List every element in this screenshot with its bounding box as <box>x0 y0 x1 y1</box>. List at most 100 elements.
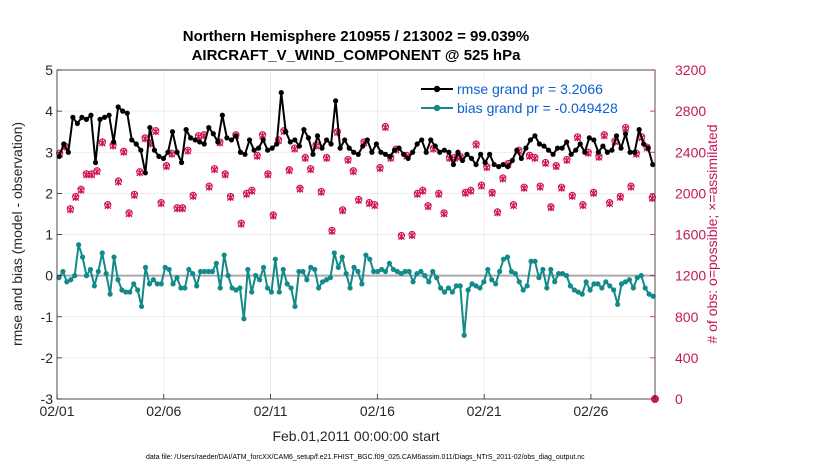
bias-point <box>528 258 534 264</box>
obs-assimilated-marker <box>72 193 80 201</box>
bias-point <box>91 283 97 289</box>
rmse-point <box>514 147 520 153</box>
obs-assimilated-marker <box>104 202 112 210</box>
rmse-point <box>242 151 248 157</box>
rmse-point <box>636 127 642 133</box>
bias-point <box>524 283 530 289</box>
rmse-point <box>283 129 289 135</box>
obs-assimilated-marker <box>488 189 496 197</box>
bias-series <box>56 242 656 338</box>
rmse-point <box>165 149 171 155</box>
rmse-point <box>450 161 457 168</box>
bias-point <box>571 287 577 293</box>
legend-bias-text: bias grand pr = -0.049428 <box>457 100 618 116</box>
y-right-tick-label: 2000 <box>675 185 706 201</box>
bias-point <box>135 287 141 293</box>
legend-rmse-text: rmse grand pr = 3.2066 <box>457 81 603 97</box>
rmse-point <box>314 133 321 139</box>
bias-point <box>87 266 94 273</box>
bias-point <box>626 277 633 283</box>
bias-point <box>233 287 239 293</box>
y-left-tick-label: -3 <box>41 391 54 407</box>
bias-point <box>249 289 255 295</box>
rmse-point <box>147 124 153 131</box>
rmse-point <box>600 143 606 149</box>
obs-assimilated-marker <box>141 135 149 143</box>
rmse-point <box>355 151 361 157</box>
rmse-point <box>582 149 588 155</box>
rmse-point <box>468 155 475 162</box>
rmse-point <box>206 124 212 131</box>
bias-point <box>634 275 640 281</box>
bias-point <box>512 270 518 277</box>
bias-point <box>441 289 448 295</box>
obs-assimilated-marker <box>125 210 133 218</box>
obs-assimilated-marker <box>606 200 614 208</box>
rmse-point <box>360 143 366 149</box>
rmse-point <box>650 161 656 168</box>
obs-assimilated-marker <box>435 190 443 198</box>
bias-point <box>127 289 133 295</box>
rmse-point <box>396 145 402 151</box>
bias-point <box>367 256 373 262</box>
bias-point <box>587 287 593 293</box>
rmse-point <box>573 147 579 153</box>
obs-assimilated-marker <box>424 203 432 211</box>
bias-point <box>292 303 298 310</box>
rmse-point <box>541 143 547 149</box>
obs-assimilated-marker <box>558 184 566 192</box>
bias-point <box>434 275 440 281</box>
y-right-tick-label: 0 <box>675 391 683 407</box>
x-axis-ticks: 02/01 02/06 02/11 02/16 02/21 02/26 <box>39 394 609 419</box>
bias-point <box>111 254 117 260</box>
rmse-point <box>455 149 461 155</box>
obs-assimilated-marker <box>253 152 261 160</box>
x-tick-label: 02/06 <box>146 403 181 419</box>
obs-assimilated-marker <box>328 227 336 235</box>
bias-point <box>343 270 349 277</box>
rmse-point <box>446 149 452 155</box>
obs-assimilated-marker <box>269 212 277 220</box>
obs-assimilated-marker <box>627 183 635 191</box>
obs-assimilated-marker <box>478 182 485 190</box>
obs-assimilated-marker <box>189 192 197 200</box>
bias-point <box>323 277 330 283</box>
rmse-point <box>382 151 389 157</box>
rmse-point <box>387 153 393 159</box>
chart-title-line1: Northern Hemisphere 210955 / 213002 = 99… <box>183 28 529 45</box>
bias-point <box>496 268 503 275</box>
bias-point <box>146 281 153 287</box>
bias-point <box>481 279 487 285</box>
bias-point <box>335 264 341 270</box>
bias-point <box>154 281 160 287</box>
bias-point <box>288 285 294 291</box>
rmse-point <box>74 120 80 127</box>
bias-point <box>276 289 282 295</box>
bias-point <box>174 275 180 281</box>
obs-assimilated-marker <box>237 220 245 228</box>
rmse-point <box>142 170 148 176</box>
bias-point <box>394 268 400 275</box>
bias-point <box>76 242 82 248</box>
rmse-point <box>215 139 221 145</box>
y-left-tick-label: -1 <box>41 309 54 325</box>
rmse-point <box>106 112 112 118</box>
rmse-point <box>641 141 647 147</box>
bias-point <box>390 266 396 273</box>
obs-assimilated-marker <box>467 187 475 195</box>
obs-assimilated-marker <box>472 141 480 149</box>
rmse-point <box>568 151 574 157</box>
rmse-point <box>265 147 271 153</box>
bias-point <box>312 266 318 273</box>
obs-assimilated-marker <box>547 204 555 212</box>
rmse-point <box>559 145 565 151</box>
obs-assimilated-marker <box>563 156 571 164</box>
rmse-point <box>120 108 126 114</box>
rmse-point <box>319 145 325 151</box>
rmse-point <box>586 135 592 141</box>
bias-point <box>359 281 365 287</box>
y-axis-right-label: # of obs: o=possible; ×=assimilated <box>704 124 720 343</box>
y-left-tick-label: 1 <box>45 227 53 243</box>
rmse-point <box>178 159 185 166</box>
